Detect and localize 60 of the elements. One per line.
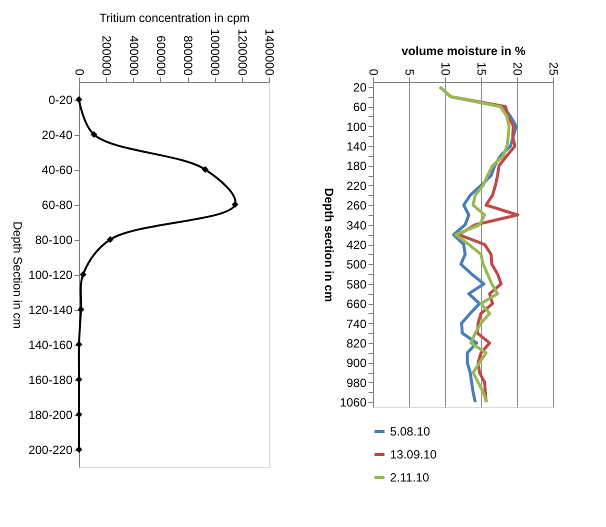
y-tick-label: 140-160 xyxy=(28,338,73,352)
x-tick-label: 15 xyxy=(474,62,488,76)
x-tick-label: 200000 xyxy=(100,35,114,76)
y-tick-label: 980 xyxy=(346,376,367,390)
x-tick-label: 400000 xyxy=(126,35,141,76)
y-tick-label: 220 xyxy=(346,178,367,193)
y-tick-label: 20 xyxy=(353,80,367,94)
x-tick-label: 5 xyxy=(402,68,416,76)
y-tick-label: 80-100 xyxy=(35,233,73,247)
x-tick-label: 1200000 xyxy=(235,28,250,76)
legend-label: 13.09.10 xyxy=(390,448,438,462)
y-tick-label: 0-20 xyxy=(48,93,73,107)
y-tick-label: 420 xyxy=(346,238,367,252)
y-tick-label: 180-200 xyxy=(28,408,73,422)
y-tick-label: 500 xyxy=(346,258,367,272)
point xyxy=(76,341,82,348)
y-tick-label: 40-60 xyxy=(42,163,73,177)
y-axis-title: Depth Section in cm xyxy=(10,221,24,329)
point xyxy=(106,236,114,243)
x-tick-label: 1000000 xyxy=(208,28,222,76)
point xyxy=(90,131,98,138)
legend-label: 2.11.10 xyxy=(390,470,430,484)
y-tick-label: 200-220 xyxy=(28,443,73,457)
point xyxy=(76,446,82,453)
y-tick-label: 60 xyxy=(353,100,367,114)
x-tick-label: 600000 xyxy=(154,35,168,76)
y-tick-label: 820 xyxy=(346,336,367,350)
x-tick-label: 25 xyxy=(546,62,560,76)
y-tick-label: 140 xyxy=(346,140,367,154)
x-tick-label: 800000 xyxy=(181,35,196,76)
point xyxy=(76,411,82,418)
y-tick-label: 260 xyxy=(346,198,367,213)
y-tick-label: 660 xyxy=(346,297,367,312)
x-tick-label: 20 xyxy=(510,62,524,76)
x-tick-label: 10 xyxy=(438,62,452,76)
x-tick-label: 0 xyxy=(72,68,86,76)
x-tick-label: 0 xyxy=(366,68,380,76)
x-axis-title: Tritium concentration in cpm xyxy=(99,10,250,25)
point xyxy=(202,166,209,173)
y-tick-label: 120-140 xyxy=(28,303,73,317)
point xyxy=(76,96,82,103)
y-tick-label: 740 xyxy=(346,316,367,331)
y-axis-title: Depth section in cm xyxy=(322,188,336,302)
y-tick-label: 60-80 xyxy=(42,198,73,212)
x-axis-title: volume moisture in % xyxy=(401,44,526,58)
x-tick-label: 1400000 xyxy=(262,28,276,76)
y-tick-label: 900 xyxy=(346,356,367,370)
y-tick-label: 180 xyxy=(346,159,367,174)
point xyxy=(78,306,84,313)
legend-label: 5.08.10 xyxy=(390,424,430,438)
point xyxy=(232,201,238,208)
point xyxy=(80,271,86,278)
y-tick-label: 100 xyxy=(346,120,367,134)
y-tick-label: 340 xyxy=(346,218,367,232)
point xyxy=(76,376,82,383)
y-tick-label: 100-120 xyxy=(28,268,73,282)
y-tick-label: 580 xyxy=(346,277,367,292)
y-tick-label: 1060 xyxy=(340,396,367,410)
y-tick-label: 160-180 xyxy=(28,373,73,387)
y-tick-label: 20-40 xyxy=(42,128,73,142)
